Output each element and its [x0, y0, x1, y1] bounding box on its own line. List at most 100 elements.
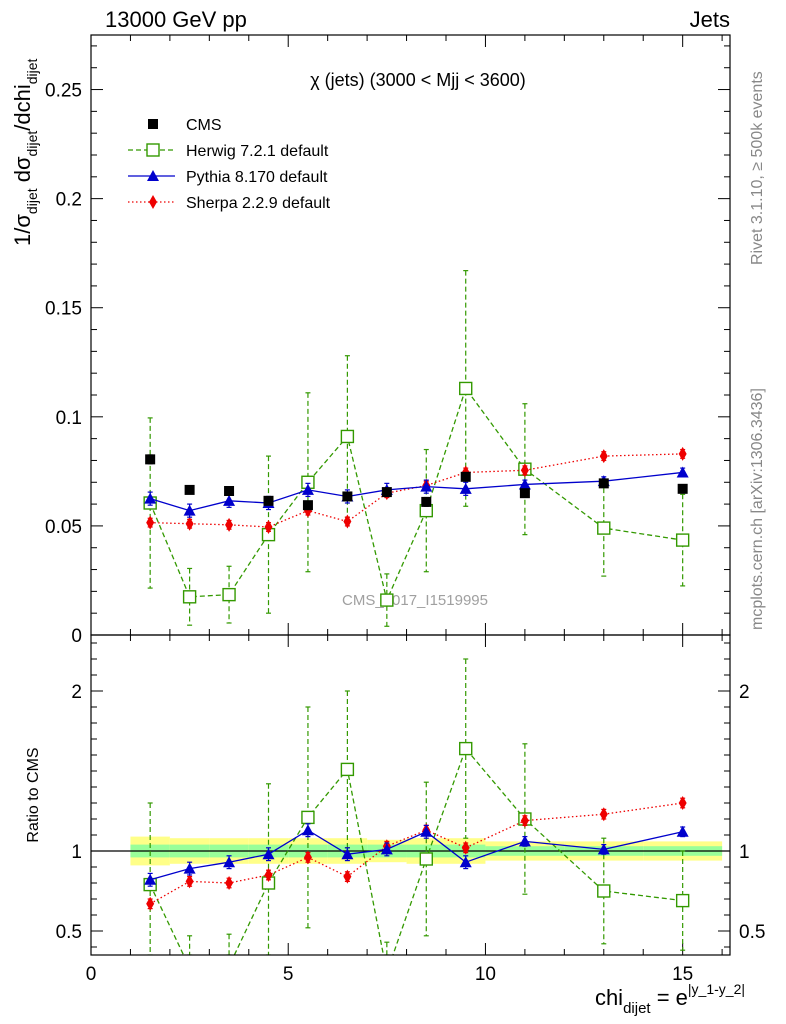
watermark: CMS_2017_I1519995 — [342, 592, 488, 609]
cms-point — [598, 478, 609, 489]
sherpa-point — [264, 520, 273, 534]
herwig-point — [301, 810, 315, 825]
pythia-point — [262, 848, 275, 860]
main-y-tick-label: 0.15 — [45, 299, 82, 320]
sherpa-point — [225, 517, 234, 532]
x-tick-label: 15 — [672, 964, 693, 985]
sherpa-point — [343, 869, 352, 884]
ratio-axes: 0 5 10 15 0.5 0.5 1 1 2 2 — [56, 635, 765, 985]
sherpa-line-main — [150, 453, 683, 528]
ratio-y-tick-label-right: 2 — [739, 682, 750, 703]
cms-point — [263, 495, 274, 506]
pythia-point — [223, 494, 236, 506]
pythia-point — [597, 843, 610, 855]
sherpa-point — [146, 515, 155, 530]
ratio-y-tick-label: 1 — [71, 842, 82, 863]
pythia-point — [420, 480, 433, 492]
x-tick-label: 0 — [86, 964, 97, 985]
sherpa-point — [599, 449, 608, 464]
sherpa-point — [678, 446, 687, 461]
cms-point — [224, 486, 235, 496]
series-pythia-ratio — [144, 823, 689, 887]
main-y-tick-label: 0 — [71, 626, 82, 647]
ratio-y-tick-label: 0.5 — [56, 922, 82, 943]
herwig-line-ratio — [149, 747, 683, 955]
legend-label-herwig: Herwig 7.2.1 default — [186, 143, 329, 160]
main-y-tick-label: 0.1 — [56, 408, 82, 429]
cms-point — [145, 454, 156, 465]
main-axes: 0 0.05 0.1 0.15 0.2 0.25 — [45, 35, 730, 647]
ratio-bands — [91, 836, 730, 866]
pythia-point — [341, 848, 354, 860]
pythia-point — [183, 862, 196, 874]
main-y-tick-label: 0.25 — [45, 81, 82, 102]
series-layer — [143, 270, 690, 955]
cms-point — [381, 487, 392, 498]
ratio-y-label: Ratio to CMS — [25, 747, 42, 842]
ratio-y-tick-label-right: 0.5 — [739, 922, 765, 943]
ratio-frame — [90, 634, 731, 956]
pythia-point — [518, 478, 531, 490]
sherpa-point — [520, 463, 529, 478]
pythia-line-ratio — [149, 829, 683, 881]
sherpa-point — [343, 514, 352, 529]
pythia-point — [459, 482, 472, 494]
legend-item-herwig: Herwig 7.2.1 default — [128, 143, 329, 160]
sherpa-point — [520, 813, 529, 828]
cms-point — [677, 483, 688, 494]
cms-point — [519, 488, 530, 499]
legend-marker-herwig — [146, 143, 160, 157]
sherpa-line-ratio — [149, 802, 683, 905]
sherpa-point — [303, 850, 312, 865]
sherpa-point — [146, 896, 155, 911]
pythia-point — [380, 843, 393, 855]
pythia-point — [144, 492, 157, 504]
pythia-point — [301, 824, 314, 836]
legend: CMS Herwig 7.2.1 default Pythia 8.170 de… — [128, 117, 331, 212]
pythia-point — [144, 873, 157, 885]
pythia-point — [676, 466, 689, 478]
sherpa-point — [185, 516, 194, 531]
legend-label-sherpa: Sherpa 2.2.9 default — [186, 195, 331, 212]
header-left: 13000 GeV pp — [105, 7, 247, 32]
herwig-point — [340, 429, 355, 444]
x-tick-label: 10 — [475, 964, 496, 985]
herwig-point — [597, 884, 611, 898]
legend-item-sherpa: Sherpa 2.2.9 default — [128, 195, 331, 212]
cms-point — [342, 491, 353, 502]
pythia-point — [301, 483, 314, 495]
x-tick-label: 5 — [283, 964, 294, 985]
mcplots-label: mcplots.cern.ch [arXiv:1306.3436] — [749, 388, 766, 630]
legend-marker-cms — [148, 119, 158, 129]
header-right: Jets — [690, 7, 730, 32]
sherpa-point — [461, 840, 470, 855]
main-title: χ (jets) (3000 < Mjj < 3600) — [310, 70, 526, 90]
series-herwig — [143, 270, 690, 955]
ratio-y-tick-label-right: 1 — [739, 842, 750, 863]
pythia-point — [459, 856, 472, 868]
sherpa-point — [264, 868, 273, 882]
sherpa-point — [225, 876, 234, 890]
herwig-line-main — [149, 387, 683, 603]
sherpa-point — [678, 796, 687, 810]
series-data — [145, 454, 688, 511]
herwig-point — [675, 893, 690, 908]
main-y-label: 1/σdijet dσdijet/dchidijet — [10, 58, 40, 246]
legend-marker-pythia — [147, 170, 159, 181]
main-y-tick-label: 0.05 — [45, 517, 82, 538]
legend-item-pythia: Pythia 8.170 default — [128, 169, 328, 186]
legend-marker-sherpa — [149, 195, 157, 209]
herwig-point — [419, 852, 433, 866]
pythia-point — [183, 504, 196, 516]
legend-label-cms: CMS — [186, 117, 222, 134]
pythia-point — [676, 825, 689, 837]
pythia-line-main — [149, 471, 683, 512]
main-y-tick-label: 0.2 — [56, 190, 82, 211]
herwig-point — [675, 533, 690, 547]
sherpa-point — [599, 807, 608, 822]
legend-item-cms: CMS — [148, 117, 222, 134]
cms-point — [421, 496, 432, 507]
series-herwig-ratio — [143, 658, 690, 955]
legend-label-pythia: Pythia 8.170 default — [186, 169, 328, 186]
ratio-y-tick-label: 2 — [71, 682, 82, 703]
